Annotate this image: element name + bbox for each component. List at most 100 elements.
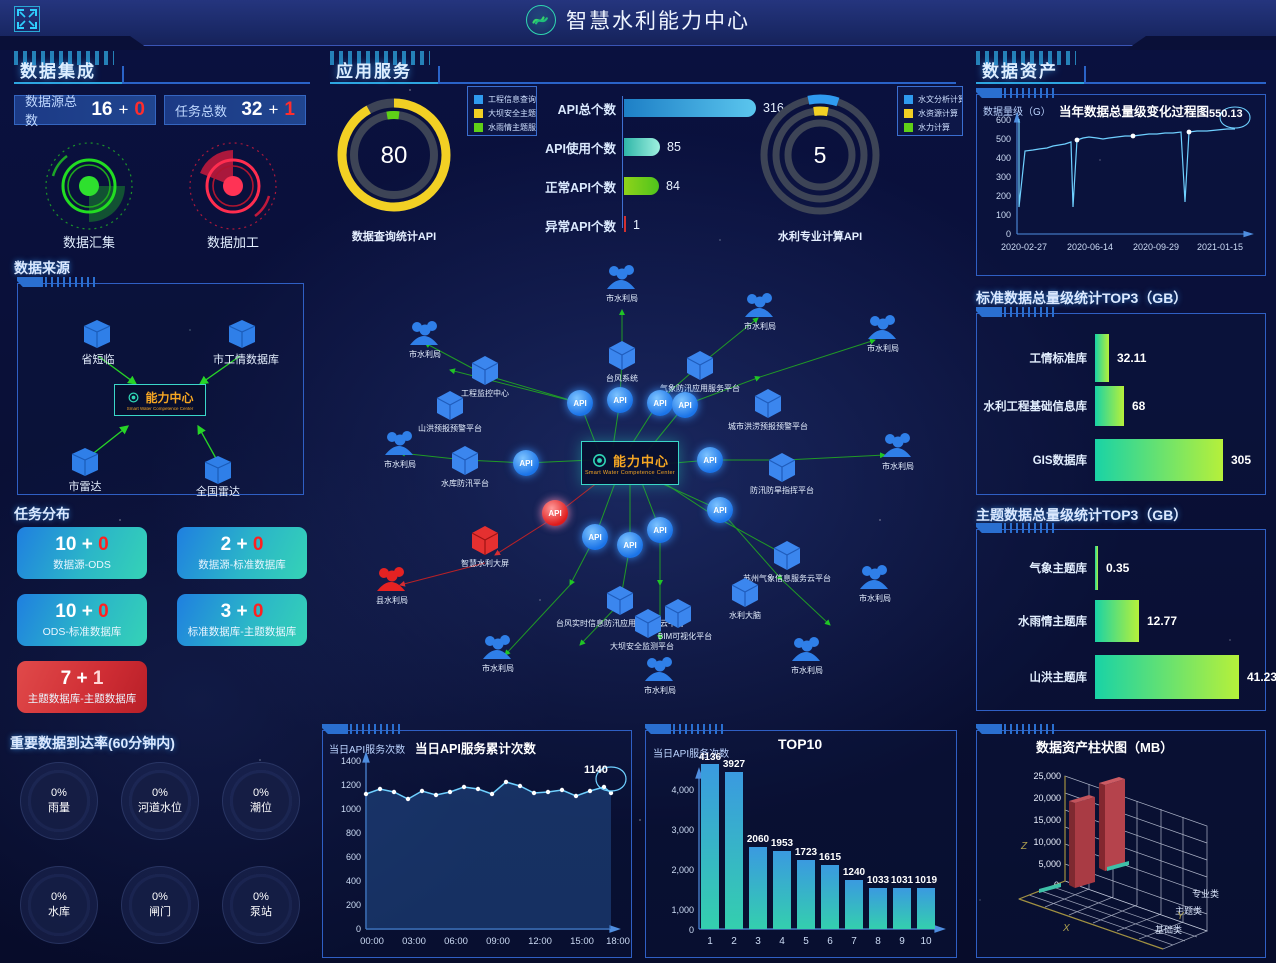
node-label: 市水利局 xyxy=(882,462,914,471)
svg-text:1019: 1019 xyxy=(915,875,938,886)
api-bar-value: 1 xyxy=(633,218,640,232)
svg-text:4,000: 4,000 xyxy=(671,785,694,795)
task-delta: 0 xyxy=(252,600,264,622)
svg-text:1400: 1400 xyxy=(341,756,361,766)
node-label: BIM可视化平台 xyxy=(657,632,713,641)
people-icon xyxy=(866,314,900,340)
task-label: ODS-标准数据库 xyxy=(42,625,122,638)
svg-text:1615: 1615 xyxy=(819,852,842,863)
legend-text: 水力计算 xyxy=(918,122,950,132)
title-underline xyxy=(330,82,438,84)
svg-text:3,000: 3,000 xyxy=(671,825,694,835)
gauge-value: 0% xyxy=(51,787,67,799)
api-node[interactable]: API xyxy=(567,390,593,416)
hbar-row: 工情标准库 32.11 xyxy=(983,334,1146,382)
hbar-value: 68 xyxy=(1132,399,1146,413)
data-source-center-node: 能力中心 Smart Water Competence Center xyxy=(114,384,206,416)
svg-text:800: 800 xyxy=(346,828,361,838)
network-center-cn: 能力中心 xyxy=(612,453,669,469)
fullscreen-icon[interactable] xyxy=(14,6,40,32)
task-plus: + xyxy=(236,600,248,622)
gauge-inner xyxy=(233,773,289,829)
kpi-delta: 1 xyxy=(284,99,295,120)
gauge-inner xyxy=(31,877,87,933)
chart-title: 当年数据总量级变化过程图 xyxy=(1059,105,1210,119)
api-node[interactable]: API xyxy=(707,497,733,523)
api-bar-fill xyxy=(624,138,660,156)
hbar-label: 水利工程基础信息库 xyxy=(983,401,1088,413)
svg-text:1240: 1240 xyxy=(843,867,866,878)
gauge-value: 0% xyxy=(152,787,168,799)
server-icon xyxy=(225,316,259,355)
task-card-ds-ods[interactable]: 10 + 0 数据源-ODS xyxy=(17,527,147,579)
hbar-row: GIS数据库 305 xyxy=(983,439,1251,481)
node-label: 市水利局 xyxy=(409,350,441,359)
task-delta: 1 xyxy=(92,667,104,689)
api-bar-value: 84 xyxy=(666,179,680,193)
node-label: 市水利局 xyxy=(859,594,891,603)
data-source-center-en: Smart Water Competence Center xyxy=(126,406,194,411)
api-node[interactable]: API xyxy=(582,524,608,550)
svg-text:6: 6 xyxy=(827,936,833,947)
task-plus: + xyxy=(76,667,88,689)
task-card-ods-std[interactable]: 10 + 0 ODS-标准数据库 xyxy=(17,594,147,646)
task-label: 标准数据库-主题数据库 xyxy=(187,625,297,638)
task-label: 主题数据库-主题数据库 xyxy=(27,692,137,705)
api-node[interactable]: API xyxy=(513,450,539,476)
gauge-rainfall: 0% 雨量 xyxy=(20,762,98,840)
hbar-label: 气象主题库 xyxy=(1029,563,1088,575)
svg-text:400: 400 xyxy=(346,876,361,886)
status-circle-process xyxy=(187,140,279,232)
task-num: 10 xyxy=(55,533,77,555)
gauge-value: 0% xyxy=(253,891,269,903)
svg-text:7: 7 xyxy=(851,936,857,947)
task-label: 数据源-标准数据库 xyxy=(198,558,286,571)
legend-color-chip xyxy=(474,108,483,118)
subsection-task-distribution: 任务分布 xyxy=(14,506,70,522)
task-card-ds-std[interactable]: 2 + 0 数据源-标准数据库 xyxy=(177,527,307,579)
kpi-plus: + xyxy=(118,100,129,119)
people-icon xyxy=(881,432,915,458)
node-label: 台风系统 xyxy=(606,374,638,383)
svg-text:Z: Z xyxy=(1020,841,1028,852)
api-node[interactable]: API xyxy=(607,387,633,413)
chart-title: TOP10 xyxy=(778,736,823,752)
svg-text:1000: 1000 xyxy=(341,804,361,814)
task-card-std-topic[interactable]: 3 + 0 标准数据库-主题数据库 xyxy=(177,594,307,646)
node-label: 台风实时信息防汛应用与服务云平台 xyxy=(556,619,684,628)
people-icon xyxy=(743,292,777,318)
api-node[interactable]: API xyxy=(617,532,643,558)
svg-text:1200: 1200 xyxy=(341,780,361,790)
task-plus: + xyxy=(236,533,248,555)
api-node[interactable]: API xyxy=(672,392,698,418)
chart-title: 当日API服务累计次数 xyxy=(415,742,536,756)
svg-text:5,000: 5,000 xyxy=(1038,859,1061,869)
task-card-topic-topic[interactable]: 7 + 1 主题数据库-主题数据库 xyxy=(17,661,147,713)
svg-text:300: 300 xyxy=(996,172,1011,182)
api-node[interactable]: API xyxy=(697,447,723,473)
donut-left-label: 数据查询统计API xyxy=(351,231,437,243)
svg-text:600: 600 xyxy=(346,852,361,862)
api-bar-value: 316 xyxy=(763,101,784,115)
hbar-value: 32.11 xyxy=(1117,351,1147,365)
gear-icon xyxy=(593,453,606,467)
network-center-node[interactable]: 能力中心 Smart Water Competence Center xyxy=(581,441,679,485)
api-node[interactable]: API xyxy=(647,390,673,416)
gauge-inner xyxy=(31,773,87,829)
task-num: 10 xyxy=(55,600,77,622)
svg-text:9: 9 xyxy=(899,936,905,947)
gauge-river-level: 0% 河道水位 xyxy=(121,762,199,840)
section-app-service: 应用服务 xyxy=(330,51,630,84)
donut-chart-query-api: 80 xyxy=(334,95,454,215)
node-label: 市水利局 xyxy=(791,666,823,675)
donut-right-label: 水利专业计算API xyxy=(777,231,863,243)
panel-notch-decor xyxy=(976,724,1054,734)
api-node-error[interactable]: API xyxy=(542,500,568,526)
server-icon xyxy=(201,452,235,491)
svg-text:2060: 2060 xyxy=(747,834,770,845)
task-plus: + xyxy=(81,533,93,555)
subsection-topic-top3: 主题数据总量级统计TOP3（GB） xyxy=(976,507,1188,523)
hbar-fill xyxy=(1095,546,1098,590)
svg-text:20,000: 20,000 xyxy=(1033,793,1061,803)
api-node[interactable]: API xyxy=(647,517,673,543)
